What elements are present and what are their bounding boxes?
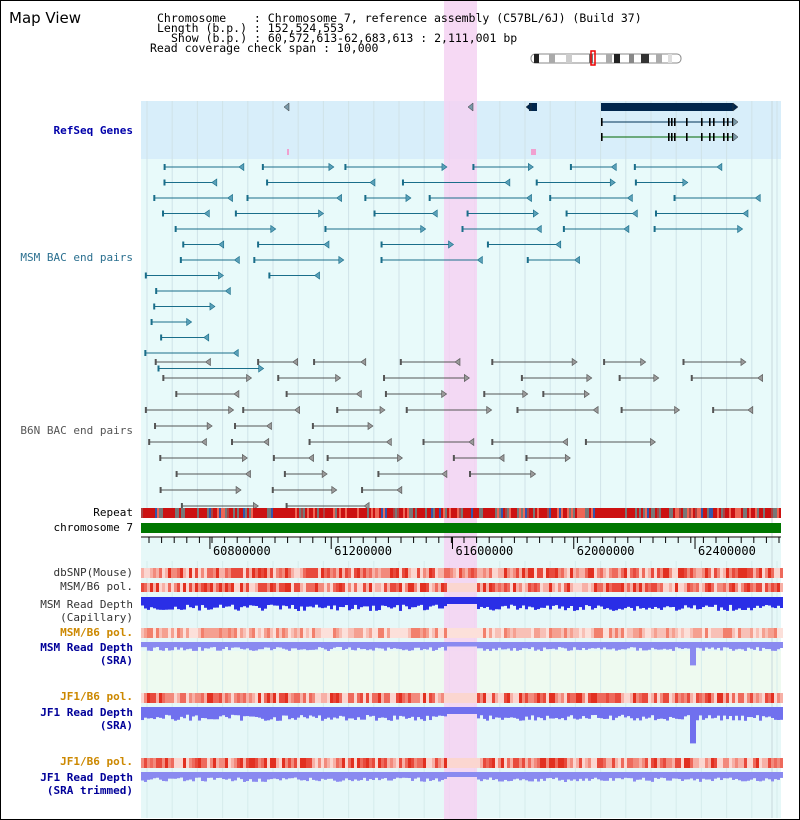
- show-range-info: Show (b.p.) : 60,572,613-62,683,613 : 2,…: [171, 31, 518, 45]
- track-label-jf1-depth-trim-sub: (SRA trimmed): [46, 784, 133, 797]
- track-label-msm-depth-cap-sub: (Capillary): [60, 611, 133, 624]
- msm-depth-cap-bars: [141, 597, 783, 611]
- msm-depth-sra-bars: [141, 642, 783, 666]
- track-label-jf1-b6-pol[interactable]: JF1/B6 pol.: [60, 690, 133, 703]
- track-label-msm-b6-pol-sra[interactable]: MSM/B6 pol.: [60, 626, 133, 639]
- msm-b6-pol-sra-strip: [141, 628, 783, 638]
- axis-tick-label: 61600000: [455, 544, 513, 558]
- gene-block: [529, 103, 537, 111]
- axis-tick-label: 60800000: [213, 544, 271, 558]
- track-label-chromosome: chromosome 7: [53, 521, 133, 534]
- msm-bac-pairs: [144, 162, 761, 373]
- b6n-bac-pairs: [144, 357, 763, 511]
- msm-b6-pol-strip: [141, 583, 783, 592]
- jf1-b6-pol-strip: [141, 693, 783, 703]
- jf1-b6-pol-trim-strip: [141, 758, 783, 768]
- track-label-refseq[interactable]: RefSeq Genes: [53, 124, 133, 137]
- refseq-genes: [283, 102, 739, 155]
- track-label-jf1-depth-sra[interactable]: JF1 Read Depth: [40, 706, 133, 719]
- position-axis: 60800000 61200000 61600000 62000000 62400000: [141, 536, 781, 558]
- track-label-msm-depth-cap[interactable]: MSM Read Depth: [40, 598, 133, 611]
- ideogram-position-marker: [590, 50, 596, 66]
- coverage-span-info: Read coverage check span : 10,000: [150, 41, 379, 55]
- track-label-msm-depth-sra[interactable]: MSM Read Depth: [40, 641, 133, 654]
- axis-tick-label: 61200000: [334, 544, 392, 558]
- axis-tick-label: 62400000: [698, 544, 756, 558]
- track-label-msm-bac[interactable]: MSM BAC end pairs: [20, 251, 133, 264]
- jf1-depth-sra-bars: [141, 707, 783, 744]
- track-label-msm-depth-sra-sub: (SRA): [99, 654, 133, 667]
- track-label-jf1-b6-pol-trim[interactable]: JF1/B6 pol.: [60, 755, 133, 768]
- axis-tick-label: 62000000: [577, 544, 635, 558]
- length-info: Length (b.p.) : 152,524,553: [157, 21, 344, 35]
- track-label-b6n-bac[interactable]: B6N BAC end pairs: [20, 424, 133, 437]
- gene-block: [601, 103, 733, 111]
- chromosome-info: Chromosome : Chromosome 7, reference ass…: [157, 11, 642, 25]
- repeat-track: [141, 508, 781, 518]
- track-label-dbsnp[interactable]: dbSNP(Mouse): [53, 566, 133, 579]
- chromosome-ideogram: [530, 50, 682, 66]
- track-label-jf1-depth-sra-sub: (SRA): [99, 719, 133, 732]
- dbsnp-strip: [141, 568, 783, 578]
- chromosome-bar: [141, 523, 781, 533]
- jf1-depth-trim-bars: [141, 772, 783, 782]
- track-label-msm-b6-pol[interactable]: MSM/B6 pol.: [60, 580, 133, 593]
- track-label-repeat[interactable]: Repeat: [93, 506, 133, 519]
- track-label-jf1-depth-trim[interactable]: JF1 Read Depth: [40, 771, 133, 784]
- page-title: Map View: [9, 9, 82, 27]
